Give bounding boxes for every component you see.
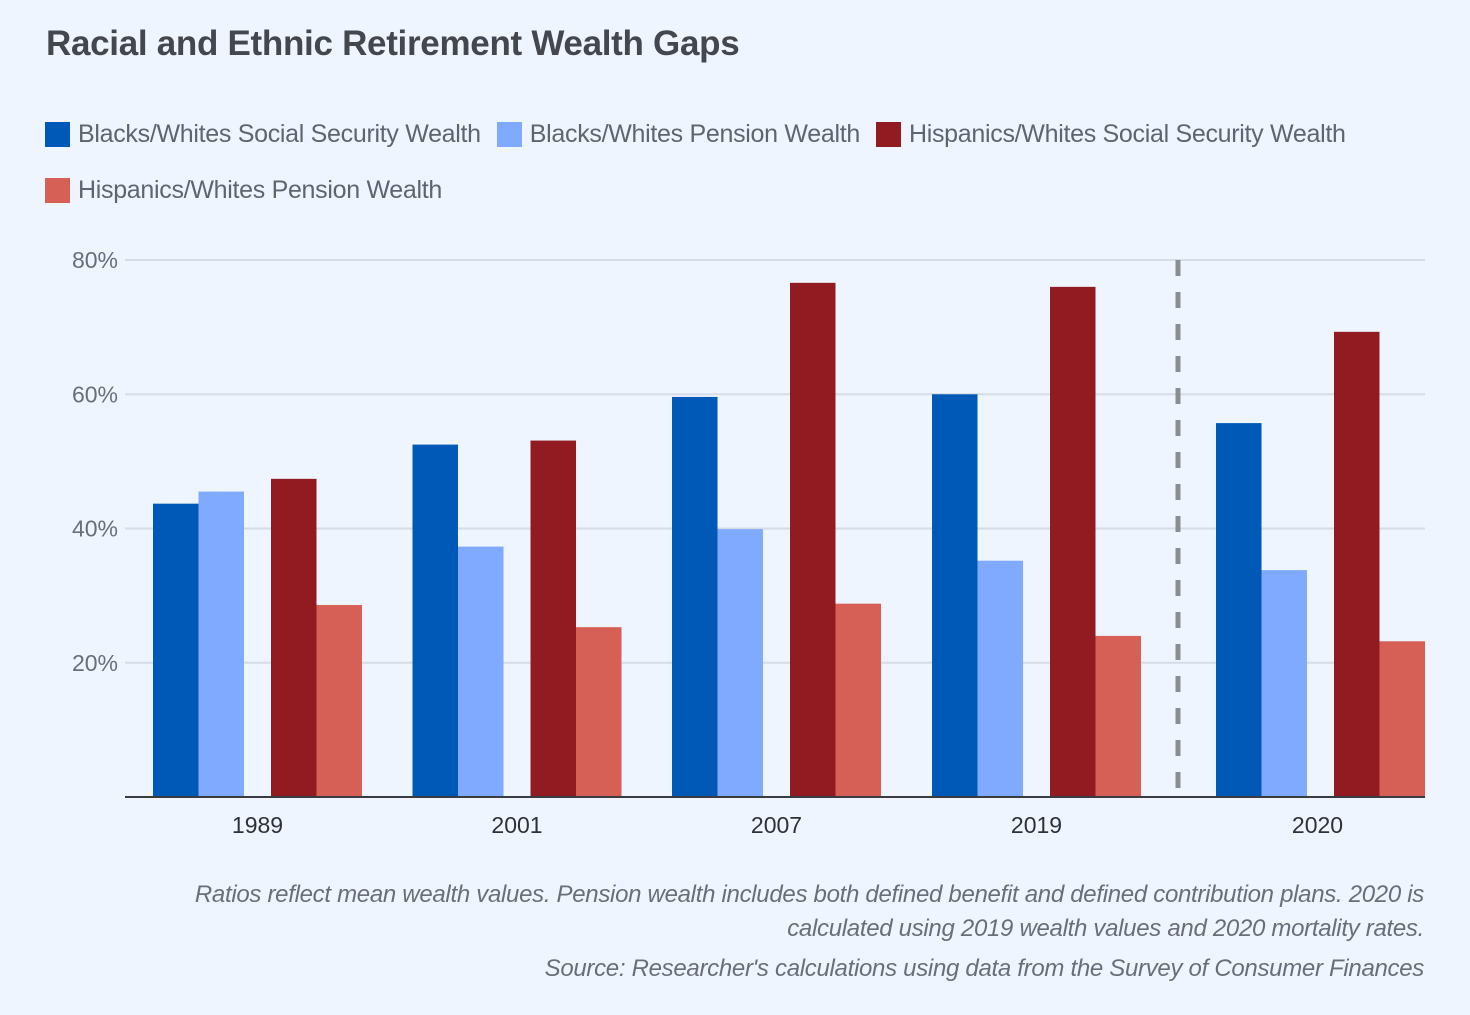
bar-2020-series-1: Blacks/Whites Pension Wealth 2020: 33.8%	[1261, 570, 1307, 797]
y-tick-label: 60%	[72, 381, 118, 407]
bar-2019-series-0: Blacks/Whites Social Security Wealth 201…	[932, 394, 978, 797]
bar-2019-series-1: Blacks/Whites Pension Wealth 2019: 35.2%	[977, 560, 1023, 797]
legend-label: Hispanics/Whites Social Security Wealth	[908, 119, 1346, 148]
x-tick-label: 2019	[1011, 812, 1062, 838]
bar-2001-series-1: Blacks/Whites Pension Wealth 2001: 37.3%	[458, 546, 504, 797]
bar-2020-series-0: Blacks/Whites Social Security Wealth 202…	[1216, 423, 1262, 797]
legend-swatch-hispanics-ss	[875, 121, 901, 147]
bar-1989-series-1: Blacks/Whites Pension Wealth 1989: 45.5%	[198, 491, 244, 797]
legend-item-hispanics-ss: Hispanics/Whites Social Security Wealth	[875, 118, 1346, 150]
y-tick-label: 80%	[72, 247, 118, 273]
legend-swatch-hispanics-pension	[45, 177, 70, 203]
bar-1989-series-2: Hispanics/Whites Social Security Wealth …	[271, 478, 317, 797]
bar-2001-series-0: Blacks/Whites Social Security Wealth 200…	[412, 444, 458, 797]
legend-item-blacks-pension: Blacks/Whites Pension Wealth	[496, 118, 860, 150]
footnote-line-1: Ratios reflect mean wealth values. Pensi…	[194, 881, 1424, 908]
legend: Blacks/Whites Social Security Wealth Bla…	[45, 118, 1445, 206]
chart-title: Racial and Ethnic Retirement Wealth Gaps	[46, 24, 740, 63]
x-tick-label: 2007	[751, 812, 802, 838]
bar-2001-series-3: Hispanics/Whites Pension Wealth 2001: 25…	[576, 627, 622, 797]
y-tick-label: 20%	[72, 650, 118, 676]
legend-label: Blacks/Whites Social Security Wealth	[78, 119, 481, 148]
bar-1989-series-3: Hispanics/Whites Pension Wealth 1989: 28…	[316, 605, 362, 797]
y-tick-label: 40%	[72, 516, 118, 542]
x-tick-label: 1989	[232, 812, 283, 838]
x-tick-label: 2001	[491, 812, 542, 838]
legend-item-blacks-ss: Blacks/Whites Social Security Wealth	[45, 118, 481, 150]
bar-2007-series-3: Hispanics/Whites Pension Wealth 2007: 28…	[835, 603, 881, 797]
footnote: Ratios reflect mean wealth values. Pensi…	[84, 878, 1424, 946]
bar-2007-series-2: Hispanics/Whites Social Security Wealth …	[790, 282, 836, 797]
source-note: Source: Researcher's calculations using …	[544, 955, 1425, 982]
x-tick-label: 2020	[1292, 812, 1343, 838]
bar-chart: 20% 40% 60% 80% Blacks/Whites Social Securit…	[72, 247, 1425, 838]
bar-2007-series-0: Blacks/Whites Social Security Wealth 200…	[672, 396, 718, 797]
legend-swatch-blacks-ss	[45, 121, 70, 147]
legend-label: Hispanics/Whites Pension Wealth	[78, 175, 443, 204]
bar-2019-series-3: Hispanics/Whites Pension Wealth 2019: 24…	[1095, 635, 1141, 797]
bar-2020-series-2: Hispanics/Whites Social Security Wealth …	[1334, 331, 1380, 797]
bar-2007-series-1: Blacks/Whites Pension Wealth 2007: 39.9%	[717, 529, 763, 797]
bar-1989-series-0: Blacks/Whites Social Security Wealth 198…	[153, 503, 199, 797]
legend-item-hispanics-pension: Hispanics/Whites Pension Wealth	[45, 174, 442, 206]
bar-2001-series-2: Hispanics/Whites Social Security Wealth …	[530, 440, 576, 797]
legend-label: Blacks/Whites Pension Wealth	[529, 119, 860, 148]
bar-2020-series-3: Hispanics/Whites Pension Wealth 2020: 23…	[1379, 641, 1425, 797]
footnote-line-2: calculated using 2019 wealth values and …	[787, 915, 1424, 942]
bar-2019-series-2: Hispanics/Whites Social Security Wealth …	[1050, 286, 1096, 797]
legend-swatch-blacks-pension	[496, 121, 522, 147]
